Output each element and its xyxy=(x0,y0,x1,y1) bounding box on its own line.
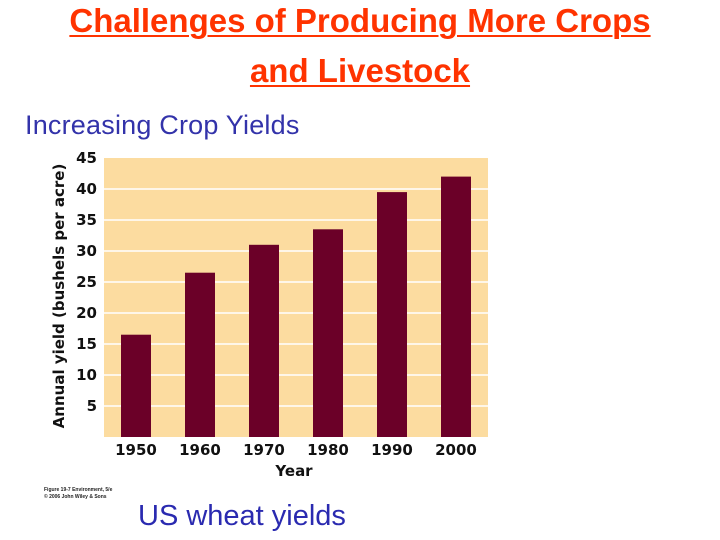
x-axis-label: Year xyxy=(274,462,313,480)
bar-1980 xyxy=(313,229,343,437)
y-axis-label: Annual yield (bushels per acre) xyxy=(50,164,68,429)
bar-1970 xyxy=(249,244,279,437)
bar-2000 xyxy=(441,176,471,437)
x-tick-label: 1990 xyxy=(371,441,413,459)
x-tick-labels: 1950 1960 1970 1980 1990 2000 xyxy=(115,441,477,459)
slide-caption: US wheat yields xyxy=(138,500,346,532)
gridlines xyxy=(104,188,488,407)
slide-subtitle: Increasing Crop Yields xyxy=(25,110,300,140)
bar-1990 xyxy=(377,192,407,437)
x-tick-label: 1970 xyxy=(243,441,285,459)
bar-1950 xyxy=(121,334,151,437)
y-tick-label: 20 xyxy=(76,304,97,322)
y-tick-label: 25 xyxy=(76,273,97,291)
slide-title-line2: and Livestock xyxy=(249,52,471,89)
y-tick-label: 35 xyxy=(76,211,97,229)
figure-credit-line2: © 2006 John Wiley & Sons xyxy=(44,494,107,500)
bar-1960 xyxy=(185,272,215,437)
slide-title-line1: Challenges of Producing More Crops xyxy=(69,2,651,39)
x-tick-label: 1980 xyxy=(307,441,349,459)
x-tick-label: 2000 xyxy=(435,441,477,459)
y-tick-label: 40 xyxy=(76,180,97,198)
y-tick-labels: 5 10 15 20 25 30 35 40 45 xyxy=(76,149,97,415)
plot-background xyxy=(104,158,488,437)
y-tick-label: 30 xyxy=(76,242,97,260)
y-tick-label: 5 xyxy=(87,397,97,415)
plot-area xyxy=(104,158,488,437)
y-tick-label: 15 xyxy=(76,335,97,353)
figure-credit-line1: Figure 19-7 Environment, 5/e xyxy=(44,487,113,493)
y-tick-label: 45 xyxy=(76,149,97,167)
x-tick-label: 1950 xyxy=(115,441,157,459)
x-tick-label: 1960 xyxy=(179,441,221,459)
figure-credit: Figure 19-7 Environment, 5/e © 2006 John… xyxy=(44,487,112,501)
bars xyxy=(121,176,471,437)
y-tick-label: 10 xyxy=(76,366,97,384)
